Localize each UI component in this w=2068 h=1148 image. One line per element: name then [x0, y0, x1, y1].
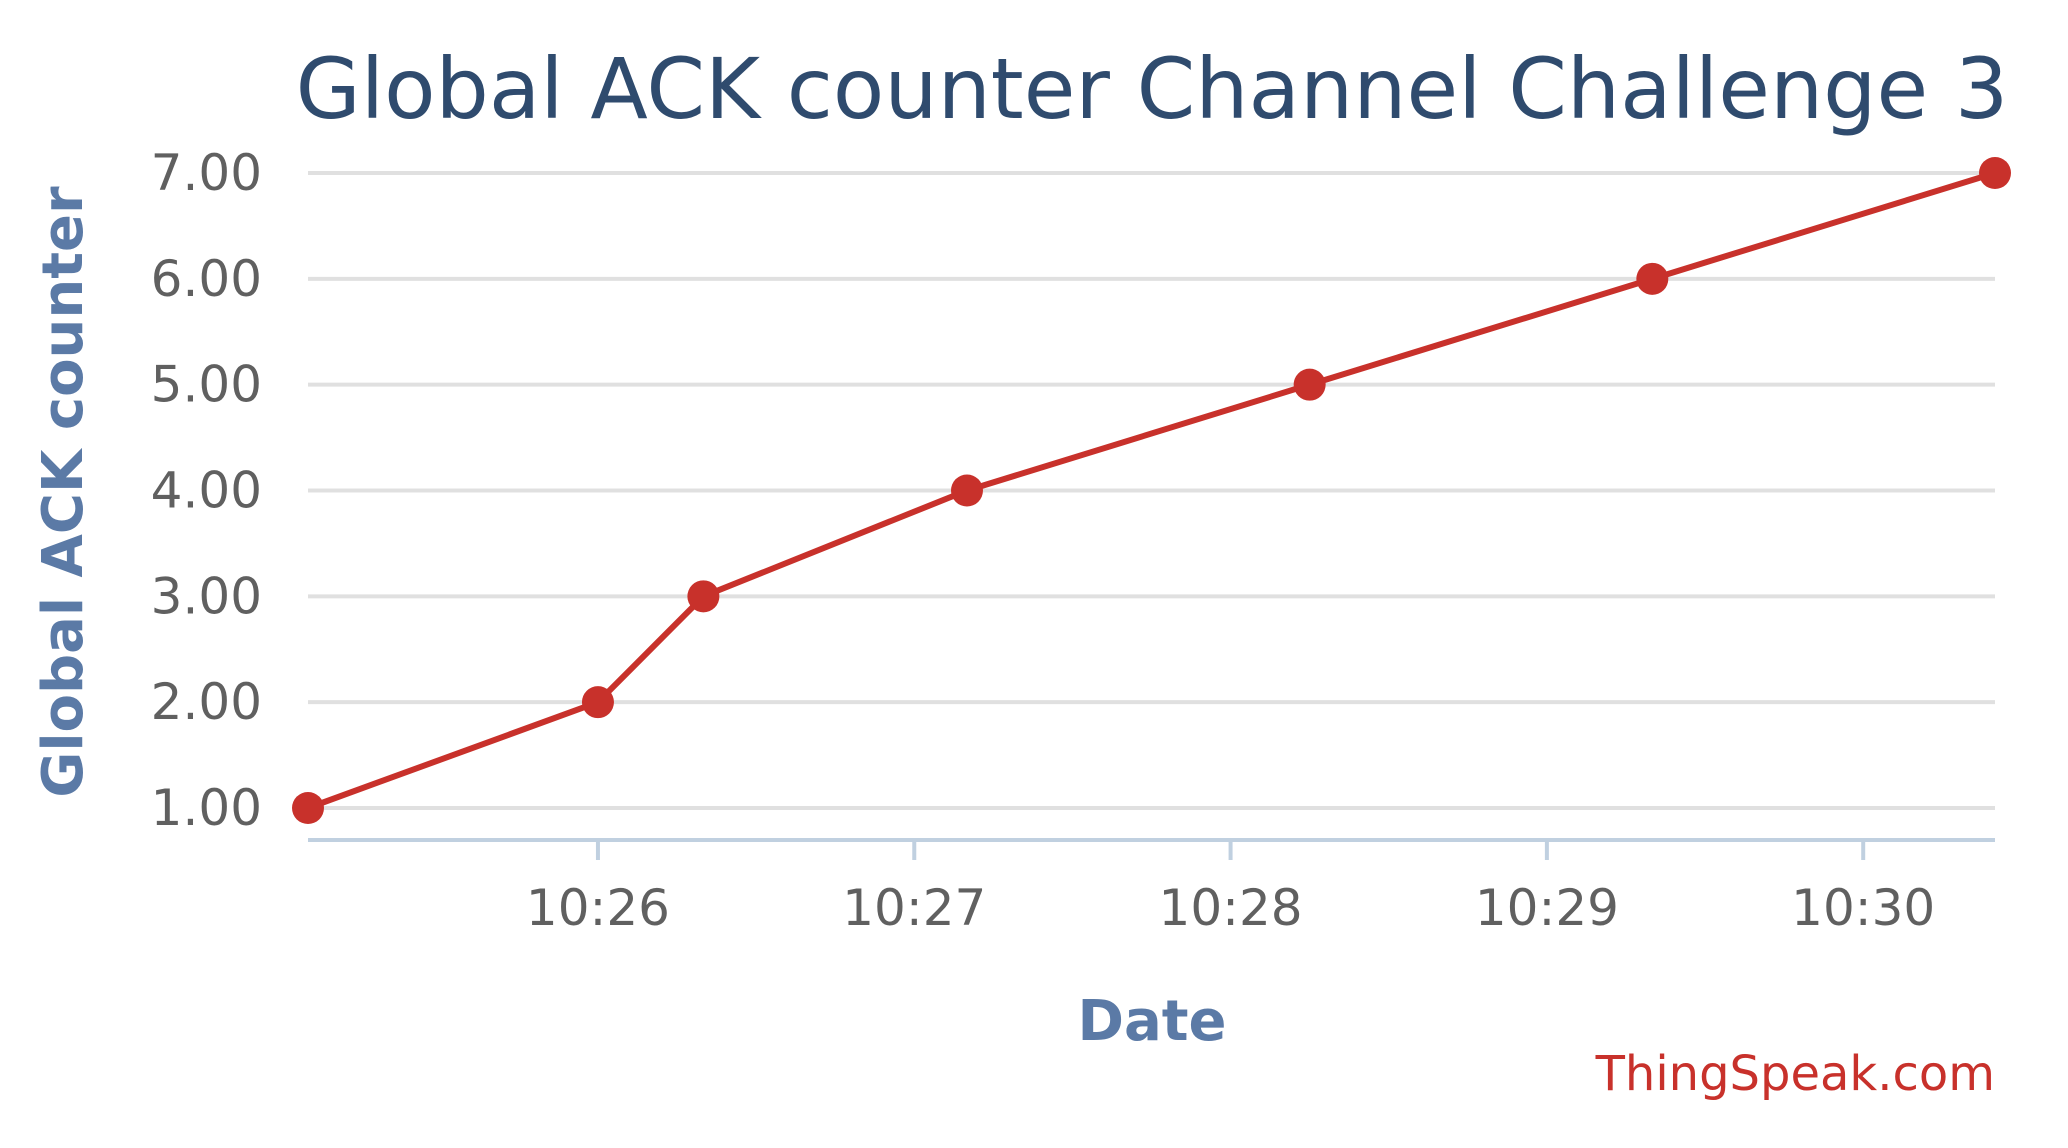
x-tick-label: 10:26: [526, 879, 670, 937]
y-tick-label: 2.00: [151, 673, 262, 731]
y-tick-label: 3.00: [151, 567, 262, 625]
series-layer: [292, 157, 2011, 824]
data-point[interactable]: [1979, 157, 2011, 189]
y-axis-ticks: 1.00 2.00 3.00 4.00 5.00 6.00 7.00: [151, 144, 262, 837]
x-axis-title: Date: [1077, 989, 1226, 1054]
x-tick-label: 10:27: [842, 879, 986, 937]
data-point[interactable]: [581, 686, 614, 719]
data-point[interactable]: [1636, 262, 1669, 295]
x-tick-label: 10:30: [1791, 879, 1935, 937]
y-tick-label: 1.00: [151, 779, 262, 837]
y-axis-title: Global ACK counter: [31, 186, 96, 798]
x-tick-label: 10:29: [1475, 879, 1619, 937]
data-point[interactable]: [687, 580, 720, 613]
x-tick-label: 10:28: [1159, 879, 1303, 937]
y-tick-label: 6.00: [151, 250, 262, 308]
y-tick-label: 7.00: [151, 144, 262, 202]
y-tick-label: 4.00: [151, 462, 262, 520]
data-point[interactable]: [950, 474, 983, 507]
data-point[interactable]: [292, 792, 324, 824]
y-tick-label: 5.00: [151, 356, 262, 414]
chart-title: Global ACK counter Channel Challenge 3: [296, 40, 2009, 138]
data-point[interactable]: [1293, 368, 1326, 401]
x-axis: 10:26 10:27 10:28 10:29 10:30: [308, 838, 1995, 937]
credit-link[interactable]: ThingSpeak.com: [1595, 1046, 1995, 1102]
